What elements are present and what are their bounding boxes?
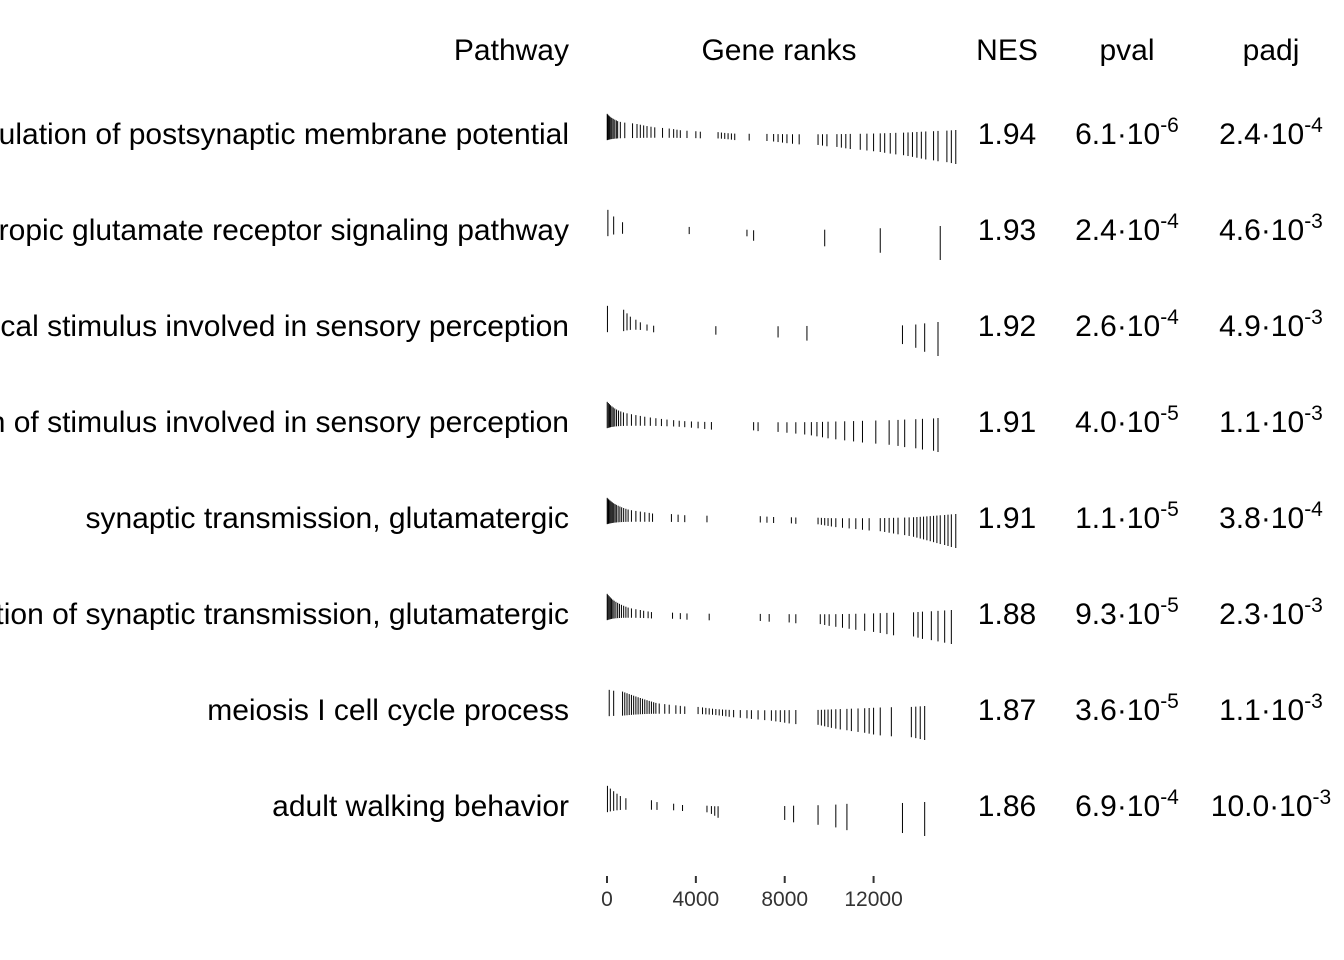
pathway-label: meiosis I cell cycle process (207, 694, 569, 727)
pval-value-mantissa: 6.1·10 (1075, 118, 1160, 151)
pval-value-mantissa: 2.6·10 (1075, 310, 1160, 343)
pathway-label: regulation of postsynaptic membrane pote… (0, 118, 569, 151)
header-nes: NES (976, 34, 1038, 67)
pval-value-mantissa: 3.6·10 (1075, 694, 1160, 727)
padj-value-exponent: -3 (1313, 786, 1332, 809)
pval-value: 2.4·10-4 (1075, 210, 1179, 247)
padj-value-mantissa: 4.9·10 (1219, 310, 1304, 343)
table-row: synaptic transmission, glutamatergic 1.91… (85, 497, 1323, 548)
pval-value-mantissa: 4.0·10 (1075, 406, 1160, 439)
pval-value-exponent: -4 (1160, 786, 1179, 809)
padj-value: 4.9·10-3 (1219, 306, 1323, 343)
table-row: meiosis I cell cycle process 1.87 3.6·10-5… (207, 689, 1323, 740)
gene-rank-barcode (606, 401, 939, 452)
pval-value: 2.6·10-4 (1075, 306, 1179, 343)
nes-value: 1.86 (978, 790, 1036, 823)
header-pathway: Pathway (454, 34, 569, 67)
pval-value-exponent: -4 (1160, 210, 1179, 233)
nes-value: 1.92 (978, 310, 1036, 343)
nes-value: 1.93 (978, 214, 1036, 247)
padj-value: 4.6·10-3 (1219, 210, 1323, 247)
header-pval: pval (1099, 34, 1154, 67)
table-row: regulation of postsynaptic membrane pote… (0, 113, 1323, 164)
pval-value-mantissa: 9.3·10 (1075, 598, 1160, 631)
padj-value: 1.1·10-3 (1219, 690, 1323, 727)
nes-value: 1.94 (978, 118, 1036, 151)
gene-rank-barcode (606, 785, 926, 836)
pval-value: 4.0·10-5 (1075, 402, 1179, 439)
gene-rank-barcode (607, 209, 941, 260)
pathway-label: synaptic transmission, glutamatergic (85, 502, 569, 535)
x-axis: 0 4000 8000 12000 (601, 876, 903, 911)
pval-value: 9.3·10-5 (1075, 594, 1179, 631)
padj-value-exponent: -4 (1304, 498, 1323, 521)
pval-value: 6.1·10-6 (1075, 114, 1179, 151)
padj-value-mantissa: 3.8·10 (1219, 502, 1304, 535)
gene-rank-barcode (606, 497, 957, 548)
padj-value-exponent: -3 (1304, 594, 1323, 617)
header-gene-ranks: Gene ranks (701, 34, 856, 67)
pval-value-exponent: -5 (1160, 402, 1179, 425)
nes-value: 1.91 (978, 502, 1036, 535)
table-row: regulation of synaptic transmission, glu… (0, 593, 1323, 644)
table-row: ionotropic glutamate receptor signaling … (0, 209, 1323, 260)
gene-rank-barcode (606, 113, 957, 164)
padj-value: 3.8·10-4 (1219, 498, 1323, 535)
pval-value-mantissa: 6.9·10 (1075, 790, 1160, 823)
pval-value-exponent: -4 (1160, 306, 1179, 329)
pval-value-exponent: -5 (1160, 690, 1179, 713)
padj-value-exponent: -3 (1304, 690, 1323, 713)
padj-value: 2.3·10-3 (1219, 594, 1323, 631)
x-tick-label: 8000 (761, 888, 808, 911)
table-row: adult walking behavior 1.86 6.9·10-4 10.0·1… (272, 785, 1331, 836)
pval-value-exponent: -5 (1160, 594, 1179, 617)
pval-value-mantissa: 1.1·10 (1075, 502, 1160, 535)
padj-value-exponent: -3 (1304, 306, 1323, 329)
pathway-label: detection of chemical stimulus involved … (0, 310, 569, 343)
gene-rank-barcode (606, 593, 952, 644)
padj-value-mantissa: 2.4·10 (1219, 118, 1304, 151)
padj-value-mantissa: 4.6·10 (1219, 214, 1304, 247)
padj-value-mantissa: 10.0·10 (1211, 790, 1313, 823)
pval-value: 6.9·10-4 (1075, 786, 1179, 823)
pathway-label: ionotropic glutamate receptor signaling … (0, 214, 569, 247)
gene-rank-barcode (606, 305, 939, 356)
pathway-label: adult walking behavior (272, 790, 569, 823)
pval-value: 1.1·10-5 (1075, 498, 1179, 535)
padj-value-mantissa: 1.1·10 (1219, 694, 1304, 727)
padj-value-exponent: -3 (1304, 402, 1323, 425)
pval-value-exponent: -6 (1160, 114, 1179, 137)
padj-value-mantissa: 1.1·10 (1219, 406, 1304, 439)
padj-value-exponent: -3 (1304, 210, 1323, 233)
pval-value-mantissa: 2.4·10 (1075, 214, 1160, 247)
padj-value: 2.4·10-4 (1219, 114, 1323, 151)
padj-value: 10.0·10-3 (1211, 786, 1331, 823)
padj-value-exponent: -4 (1304, 114, 1323, 137)
table-row: detection of stimulus involved in sensor… (0, 401, 1323, 452)
padj-value: 1.1·10-3 (1219, 402, 1323, 439)
pathway-label: detection of stimulus involved in sensor… (0, 406, 569, 439)
nes-value: 1.87 (978, 694, 1036, 727)
pval-value-exponent: -5 (1160, 498, 1179, 521)
rows: regulation of postsynaptic membrane pote… (0, 113, 1331, 836)
x-tick-label: 0 (601, 888, 613, 911)
x-tick-label: 4000 (673, 888, 720, 911)
header-padj: padj (1243, 34, 1300, 67)
pval-value: 3.6·10-5 (1075, 690, 1179, 727)
nes-value: 1.88 (978, 598, 1036, 631)
padj-value-mantissa: 2.3·10 (1219, 598, 1304, 631)
nes-value: 1.91 (978, 406, 1036, 439)
gene-rank-barcode (608, 689, 926, 740)
pathway-label: regulation of synaptic transmission, glu… (0, 598, 569, 631)
x-tick-label: 12000 (844, 888, 902, 911)
table-row: detection of chemical stimulus involved … (0, 305, 1323, 356)
